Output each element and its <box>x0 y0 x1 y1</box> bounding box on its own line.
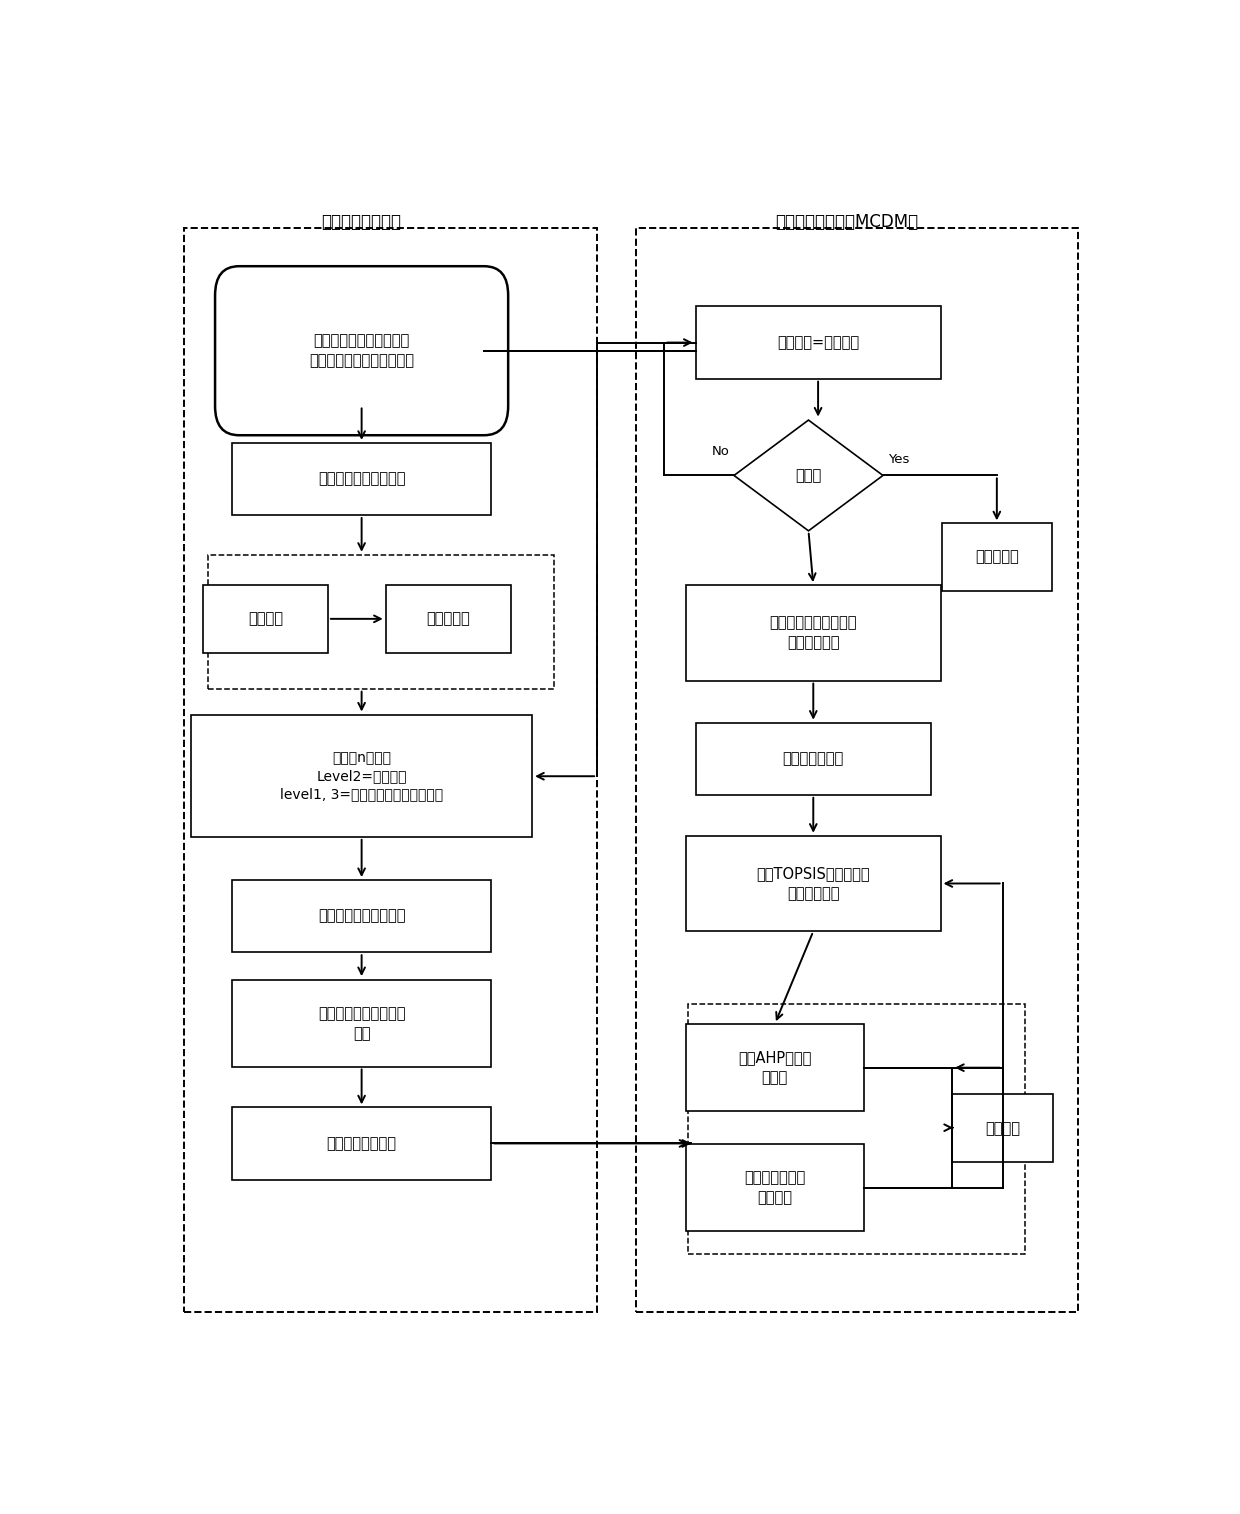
Text: 连续田口设计方法: 连续田口设计方法 <box>321 213 402 232</box>
FancyBboxPatch shape <box>232 880 491 952</box>
Text: 获取评分最高的试验组
合为最优设计: 获取评分最高的试验组 合为最优设计 <box>770 615 857 650</box>
FancyBboxPatch shape <box>686 584 941 681</box>
Text: 修正响应值归一化: 修正响应值归一化 <box>326 1136 397 1151</box>
Text: 获得最优解: 获得最优解 <box>975 550 1019 565</box>
Text: Yes: Yes <box>888 453 909 466</box>
FancyBboxPatch shape <box>941 524 1052 590</box>
Text: 正交变内表: 正交变内表 <box>427 612 470 627</box>
FancyBboxPatch shape <box>696 306 941 378</box>
Text: 运用TOPSIS法确定理想
解及欧氏距离: 运用TOPSIS法确定理想 解及欧氏距离 <box>756 866 870 901</box>
Text: 优化问题的确定：设计目
标、约束、变量及噪声因素: 优化问题的确定：设计目 标、约束、变量及噪声因素 <box>309 333 414 368</box>
Text: 组合权重: 组合权重 <box>985 1120 1021 1136</box>
FancyBboxPatch shape <box>232 1107 491 1179</box>
Text: 定义离散备选设计空间: 定义离散备选设计空间 <box>317 471 405 486</box>
Polygon shape <box>734 419 883 531</box>
Text: No: No <box>712 445 729 457</box>
FancyBboxPatch shape <box>686 1145 864 1231</box>
Text: 多目标决策分析（MCDM）: 多目标决策分析（MCDM） <box>775 213 919 232</box>
Text: 运用AHP确定主
观权重: 运用AHP确定主 观权重 <box>738 1051 811 1086</box>
FancyBboxPatch shape <box>386 584 511 653</box>
Text: 满足？: 满足？ <box>795 468 822 483</box>
FancyBboxPatch shape <box>203 584 327 653</box>
FancyBboxPatch shape <box>686 1023 864 1111</box>
Text: 运用熵权法确定
客观权重: 运用熵权法确定 客观权重 <box>744 1170 806 1205</box>
Text: 初始设计=最优设计: 初始设计=最优设计 <box>777 335 859 350</box>
Text: 计算综合评分值: 计算综合评分值 <box>782 751 844 766</box>
FancyBboxPatch shape <box>696 722 931 795</box>
FancyBboxPatch shape <box>191 715 532 837</box>
FancyBboxPatch shape <box>952 1095 1053 1163</box>
Text: 处理约束并得到修正响
应值: 处理约束并得到修正响 应值 <box>317 1005 405 1040</box>
FancyBboxPatch shape <box>215 266 508 435</box>
FancyBboxPatch shape <box>232 442 491 515</box>
FancyBboxPatch shape <box>232 980 491 1067</box>
FancyBboxPatch shape <box>686 836 941 931</box>
Text: 开始第n次迭代
Level2=初始设计
level1, 3=初始设计的相邻备选水平: 开始第n次迭代 Level2=初始设计 level1, 3=初始设计的相邻备选水… <box>280 751 443 801</box>
Text: 设计变量: 设计变量 <box>248 612 283 627</box>
Text: 提取响应目标及约束值: 提取响应目标及约束值 <box>317 908 405 924</box>
